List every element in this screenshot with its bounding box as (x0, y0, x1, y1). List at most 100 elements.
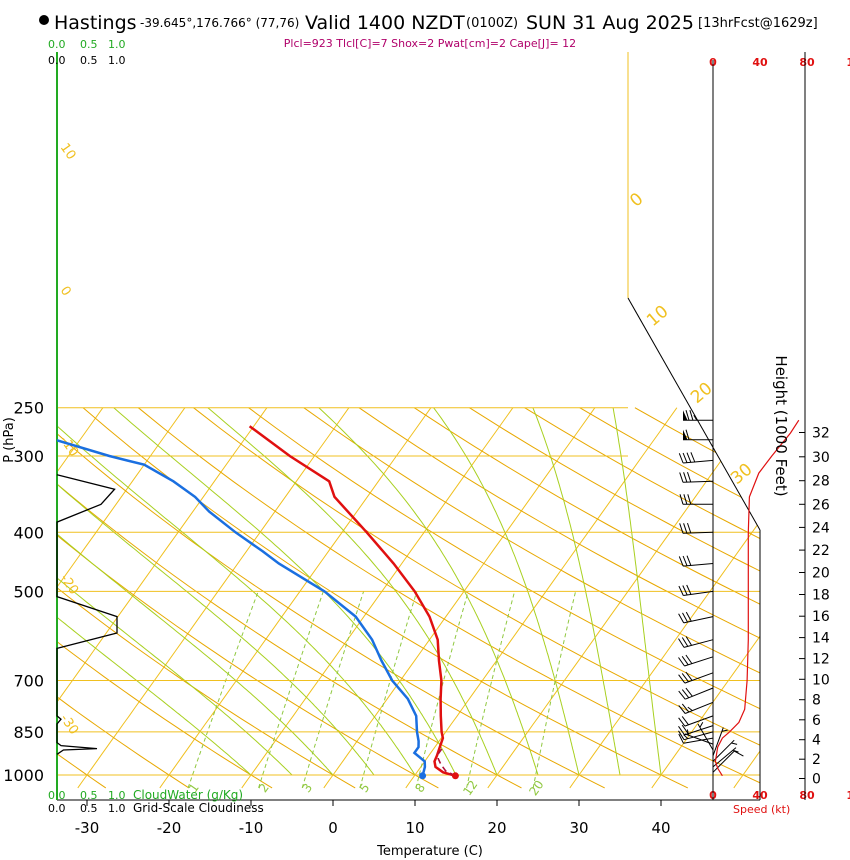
cloudiness-profile (56, 474, 118, 755)
mixing-ratio-line-5 (359, 591, 418, 789)
dewpoint-line (57, 438, 427, 777)
wind-barb-282 (683, 429, 713, 441)
moist-adiabat-20 (207, 407, 498, 776)
x-tick-label-30: 30 (569, 819, 588, 837)
speed-tick-top-40: 40 (752, 56, 768, 69)
height-tick-label-2: 2 (812, 752, 821, 768)
isotherm-50 (733, 407, 760, 789)
stability-indices: Plcl=923 Tlcl[C]=7 Shox=2 Pwat[cm]=2 Cap… (284, 37, 576, 50)
dry-adiabat-50 (137, 407, 760, 789)
wind-barb-870 (678, 733, 714, 744)
mixing-ratio-label-20: 20 (526, 778, 546, 799)
cloudiness-label: Grid-Scale Cloudiness (133, 801, 264, 815)
valid-time: Valid 1400 NZDT (305, 12, 465, 34)
height-tick-label-16: 16 (812, 609, 830, 625)
isotherm-20 (487, 407, 760, 789)
wind-barbs (678, 410, 744, 773)
cloud-water-tick-top-2: 1.0 (108, 38, 126, 51)
x-tick-label--10: -10 (239, 819, 264, 837)
height-tick-label-8: 8 (812, 693, 821, 709)
cloudiness-scale: 0.0 0.5 1.0 0.0 0.5 1.0 Grid-Scale Cloud… (48, 54, 264, 815)
dry-adiabat-60 (193, 407, 760, 789)
utc-time: (0100Z) (466, 16, 518, 31)
dry-adiabats (57, 407, 760, 789)
cloudiness-tick-top-0: 0.0 (48, 54, 66, 67)
height-tick-label-22: 22 (812, 543, 830, 559)
wind-barb-830 (678, 724, 714, 736)
dry-adiabat-120 (524, 407, 760, 789)
cloud-water-tick-bottom-2: 1.0 (108, 789, 126, 802)
wind-barb-450 (678, 555, 714, 567)
x-tick-label--20: -20 (157, 819, 182, 837)
station-name: Hastings (54, 12, 137, 34)
left-scale-label-3: -20 (57, 572, 81, 598)
mixing-ratio-label-5: 5 (357, 781, 373, 795)
forecast-info: [13hrFcst@1629z] (698, 16, 818, 31)
wind-barb-305 (678, 452, 714, 464)
height-axis-label: Height (1000 Feet) (772, 355, 790, 496)
surface-dewpoint-point (419, 772, 427, 780)
height-tick-label-4: 4 (812, 733, 821, 749)
x-tick-label-10: 10 (405, 819, 424, 837)
cloudiness-tick-top-1: 0.5 (80, 54, 98, 67)
station-coords: -39.645°,176.766° (77,76) (140, 16, 299, 30)
p-tick-label-700: 700 (13, 672, 44, 691)
p-tick-label-1000: 1000 (3, 766, 44, 785)
cloudiness-tick-bottom-1: 0.5 (80, 802, 98, 815)
wind-speed-profile: 00404080801212 (709, 56, 850, 802)
cloudiness-tick-bottom-0: 0.0 (48, 802, 66, 815)
dry-adiabat-10 (57, 407, 439, 789)
moist-adiabat-40 (612, 407, 662, 776)
p-tick-label-850: 850 (13, 723, 44, 742)
height-tick-label-20: 20 (812, 566, 830, 582)
dry-adiabat-30 (57, 407, 605, 789)
moist-adiabat--10 (57, 472, 252, 776)
speed-tick-top-80: 80 (799, 56, 815, 69)
dry-adiabat-40 (82, 407, 689, 789)
surface-temperature-point (451, 772, 459, 780)
x-axis: -30 -20 -10 0 10 20 30 40 (75, 800, 671, 837)
height-tick-label-6: 6 (812, 713, 821, 729)
wind-barb-330 (679, 472, 714, 483)
mixing-ratio-line-3 (301, 591, 365, 789)
wind-barb-680 (678, 671, 714, 684)
wind-barb-850 (678, 730, 714, 741)
valid-date: SUN 31 Aug 2025 (526, 12, 694, 34)
wind-speed-line (714, 419, 800, 777)
chart-frame (56, 52, 761, 801)
dry-adiabat-100 (413, 407, 760, 789)
moist-adiabat-0 (57, 422, 334, 776)
isotherm-30 (569, 407, 760, 789)
dry-adiabat--10 (57, 407, 273, 789)
isotherm-10 (405, 407, 678, 789)
mixing-ratio-label-8: 8 (412, 781, 428, 795)
wind-barb-400 (679, 522, 714, 534)
height-tick-label-12: 12 (812, 652, 830, 668)
moist-adiabat-25 (318, 407, 539, 776)
speed-tick-top-120: 12 (846, 56, 850, 69)
moist-adiabat--5 (57, 446, 293, 776)
mixing-ratio-label-3: 3 (299, 781, 315, 795)
isotherm-0 (323, 407, 596, 789)
x-tick-label-40: 40 (651, 819, 670, 837)
cloudiness-tick-top-2: 1.0 (108, 54, 126, 67)
height-tick-label-0: 0 (812, 772, 821, 788)
dry-adiabat-80 (303, 407, 760, 789)
x-axis-label: Temperature (C) (376, 844, 483, 859)
moist-adiabat-10 (57, 407, 416, 776)
cloudiness-line (56, 474, 118, 755)
dry-adiabat-110 (469, 407, 760, 789)
height-tick-label-24: 24 (812, 520, 830, 536)
mixing-ratio-line-12 (466, 591, 516, 789)
speed-tick-bottom-120: 12 (846, 789, 850, 802)
p-tick-label-250: 250 (13, 399, 44, 418)
isotherm-40 (651, 407, 760, 789)
height-tick-label-28: 28 (812, 474, 830, 490)
p-tick-label-400: 400 (13, 523, 44, 542)
wind-barb-500 (678, 584, 714, 596)
isotherm--10 (241, 407, 514, 789)
mixing-ratio-line-1 (187, 591, 259, 789)
cloud-water-label: CloudWater (g/Kg) (133, 788, 243, 802)
